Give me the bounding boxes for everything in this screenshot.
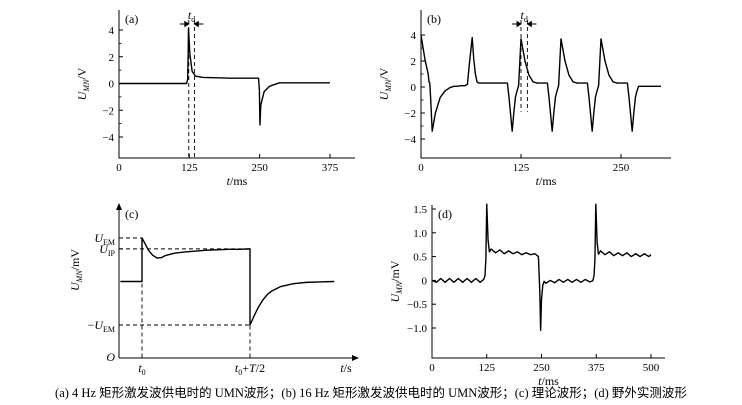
- series-line-3-0: [431, 203, 652, 332]
- y-tick-label: 1.5: [413, 204, 427, 216]
- axes: [420, 10, 671, 159]
- panel-1: (b) −4 −2 0 2 4 0 125 250 UMN/V t/ms td: [377, 8, 671, 188]
- y-tick-label: −0.5: [407, 299, 427, 311]
- panel-0: (a) −4 −2 0 2 4 0 125 250 375 UMN/V t/ms td: [75, 8, 355, 188]
- x-axis-label: t/s: [340, 361, 352, 375]
- y-tick-label: −4: [102, 132, 114, 144]
- x-tick-label: 375: [322, 162, 339, 174]
- x-axis-arrow: [352, 355, 359, 361]
- origin-label: O: [106, 350, 115, 364]
- series-line-2-0: [120, 237, 335, 326]
- x-axis-label: t/ms: [227, 174, 248, 188]
- td-label: td: [188, 8, 195, 24]
- x-tick-label: t0: [138, 361, 145, 377]
- panel-label: (c): [125, 207, 138, 221]
- figure-caption: (a) 4 Hz 矩形激发波供电时的 UMN波形；(b) 16 Hz 矩形激发波…: [55, 386, 687, 400]
- y-tick-label: 0: [109, 79, 115, 91]
- level-label--UEM: −UEM: [88, 318, 115, 334]
- y-axis-label: UMN/mV: [388, 260, 404, 302]
- panel-label: (a): [125, 12, 138, 26]
- x-tick-label: 375: [588, 362, 605, 374]
- x-tick-label: 250: [251, 162, 268, 174]
- x-tick-label: 0: [418, 162, 424, 174]
- x-tick-label: 500: [643, 362, 660, 374]
- level-label-UIP: UIP: [99, 242, 115, 258]
- panel-label: (d): [438, 207, 452, 221]
- td-label: td: [521, 8, 528, 24]
- y-tick-label: 1.0: [413, 228, 427, 240]
- y-tick-label: 2: [109, 52, 115, 64]
- y-axis-label: UMN/V: [75, 67, 91, 100]
- level-label-UEM: UEM: [94, 231, 115, 247]
- y-axis-arrow: [116, 203, 122, 210]
- series-line-1-0: [420, 34, 661, 132]
- td-arrow: [179, 20, 204, 28]
- y-tick-label: 4: [411, 30, 417, 42]
- y-tick-label: −4: [404, 134, 416, 146]
- panel-label: (b): [427, 12, 441, 26]
- x-axis-label: t/ms: [538, 374, 559, 388]
- y-axis-label: UMN/V: [377, 67, 393, 100]
- y-tick-label: −2: [102, 105, 114, 117]
- y-tick-label: −1.0: [407, 323, 427, 335]
- series-line-0-0: [119, 27, 330, 126]
- x-tick-label: 0: [429, 362, 435, 374]
- x-tick-label: 125: [479, 362, 496, 374]
- panel-3: (d) −1.0 −0.5 0 0.5 1.0 1.5 0 125 250 375 500 UMN/mV…: [388, 203, 665, 388]
- y-axis-label: UMN/mV: [68, 249, 84, 291]
- x-tick-label: 125: [181, 162, 198, 174]
- y-tick-label: 0: [422, 275, 428, 287]
- x-axis-label: t/ms: [536, 174, 557, 188]
- y-tick-label: 4: [109, 25, 115, 37]
- y-tick-label: 0.5: [413, 252, 427, 264]
- td-arrow: [512, 20, 537, 28]
- y-tick-label: 2: [411, 56, 417, 68]
- x-tick-label: 0: [116, 162, 122, 174]
- x-tick-label: 250: [533, 362, 550, 374]
- x-tick-label: 250: [613, 162, 630, 174]
- x-tick-label: 125: [513, 162, 530, 174]
- y-tick-label: −2: [404, 108, 416, 120]
- x-tick-label: t0+T/2: [235, 361, 265, 377]
- y-tick-label: 0: [411, 82, 417, 94]
